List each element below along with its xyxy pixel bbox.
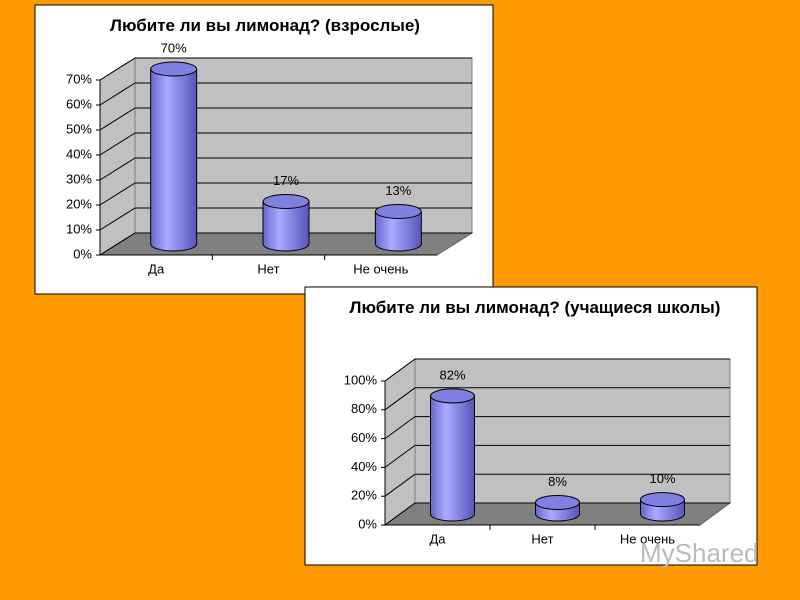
grid-line xyxy=(384,502,416,526)
y-tick-label: 0% xyxy=(73,246,92,261)
bar xyxy=(430,395,475,514)
cylinder-top xyxy=(150,61,198,77)
grid-line xyxy=(99,57,136,81)
x-tick-label: Да xyxy=(148,261,165,276)
x-tick-label: Нет xyxy=(257,261,279,276)
cylinder-top xyxy=(430,388,475,404)
cylinder-top xyxy=(262,194,310,209)
watermark: MyShared xyxy=(640,538,759,568)
y-tick-label: 40% xyxy=(66,146,92,161)
y-tick-label: 20% xyxy=(351,488,377,503)
grid-line xyxy=(384,473,416,497)
y-tick-label: 70% xyxy=(66,71,92,86)
x-tick-label: Да xyxy=(429,531,446,546)
value-label: 13% xyxy=(385,183,411,198)
bar xyxy=(150,69,197,244)
y-tick-label: 80% xyxy=(351,401,377,416)
grid-line xyxy=(99,182,136,206)
value-label: 82% xyxy=(439,367,465,382)
side-wall xyxy=(99,57,136,256)
side-wall xyxy=(384,358,416,526)
x-tick-label: Нет xyxy=(531,531,553,546)
cylinder-top xyxy=(535,494,580,510)
grid-line xyxy=(384,416,416,440)
grid-line xyxy=(384,444,416,468)
y-tick-label: 50% xyxy=(66,121,92,136)
y-tick-label: 100% xyxy=(344,372,378,387)
chart-title: Любите ли вы лимонад? (учащиеся школы) xyxy=(349,298,721,317)
value-label: 70% xyxy=(161,40,187,55)
chart-title: Любите ли вы лимонад? (взрослые) xyxy=(110,16,420,35)
y-tick-label: 40% xyxy=(351,459,377,474)
value-label: 10% xyxy=(649,471,675,486)
grid-line xyxy=(99,157,136,181)
grid-line xyxy=(384,387,416,411)
grid-line xyxy=(99,132,136,156)
grid-line xyxy=(99,207,136,231)
grid-line xyxy=(384,358,416,382)
x-tick-label: Не очень xyxy=(353,261,408,276)
grid-line xyxy=(99,232,136,256)
value-label: 17% xyxy=(273,173,299,188)
y-tick-label: 60% xyxy=(66,96,92,111)
grid-line xyxy=(99,107,136,131)
cylinder-top xyxy=(640,492,685,508)
y-tick-label: 0% xyxy=(358,516,377,531)
value-label: 8% xyxy=(548,474,567,489)
x-tick-label: Не очень xyxy=(620,531,675,546)
y-tick-label: 30% xyxy=(66,171,92,186)
y-tick-label: 20% xyxy=(66,196,92,211)
grid-line xyxy=(99,82,136,106)
cylinder-top xyxy=(374,204,422,219)
y-tick-label: 10% xyxy=(66,221,92,236)
y-tick-label: 60% xyxy=(351,430,377,445)
